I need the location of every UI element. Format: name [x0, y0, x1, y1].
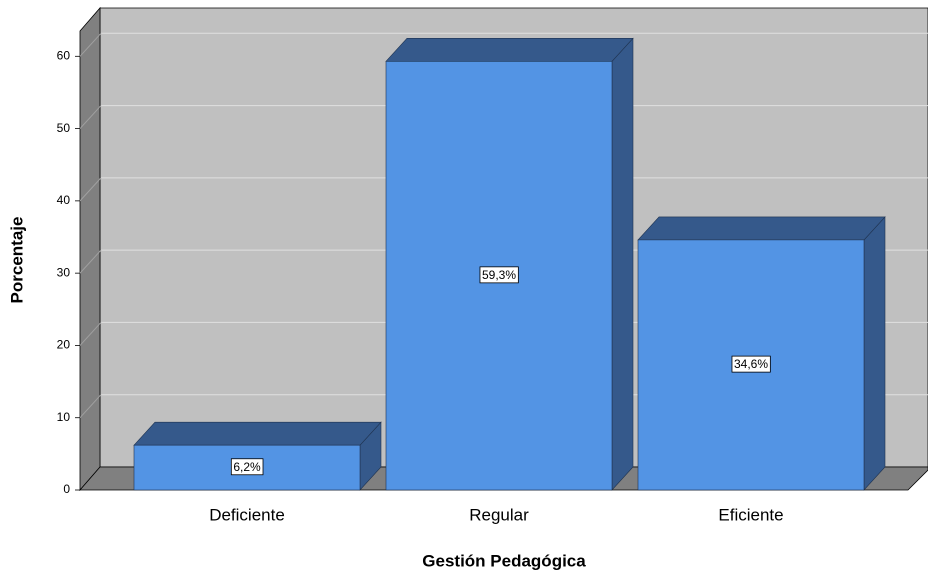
y-tick-label: 10 [57, 410, 71, 424]
grid-line [79, 394, 102, 419]
y-tick-label: 40 [57, 193, 71, 207]
data-label: 34,6% [734, 357, 768, 371]
y-axis-title: Porcentaje [7, 217, 26, 304]
bar-top [385, 38, 634, 62]
x-tick-label: Eficiente [718, 505, 783, 524]
y-tick-label: 50 [57, 121, 71, 135]
grid-line [79, 177, 102, 202]
data-label-box [731, 355, 771, 373]
x-axis-title: Gestión Pedagógica [422, 551, 586, 570]
bar-top [133, 421, 382, 446]
bar-side [611, 37, 634, 491]
y-tick-label: 0 [63, 482, 70, 496]
grid-line [79, 32, 102, 57]
data-label-box [230, 458, 264, 476]
grid-line [79, 249, 102, 274]
y-tick-label: 60 [57, 48, 71, 62]
data-label: 59,3% [482, 268, 516, 282]
y-tick-label: 20 [57, 338, 71, 352]
bar-top [637, 216, 886, 241]
x-tick-label: Deficiente [209, 505, 285, 524]
grid-line [79, 105, 102, 129]
x-tick-label: Regular [469, 505, 529, 524]
left-wall [79, 6, 101, 492]
bar-side [863, 216, 886, 491]
grid-line [79, 322, 102, 346]
data-label: 6,2% [233, 460, 261, 474]
data-label-box [479, 266, 519, 284]
y-tick-label: 30 [57, 265, 71, 279]
